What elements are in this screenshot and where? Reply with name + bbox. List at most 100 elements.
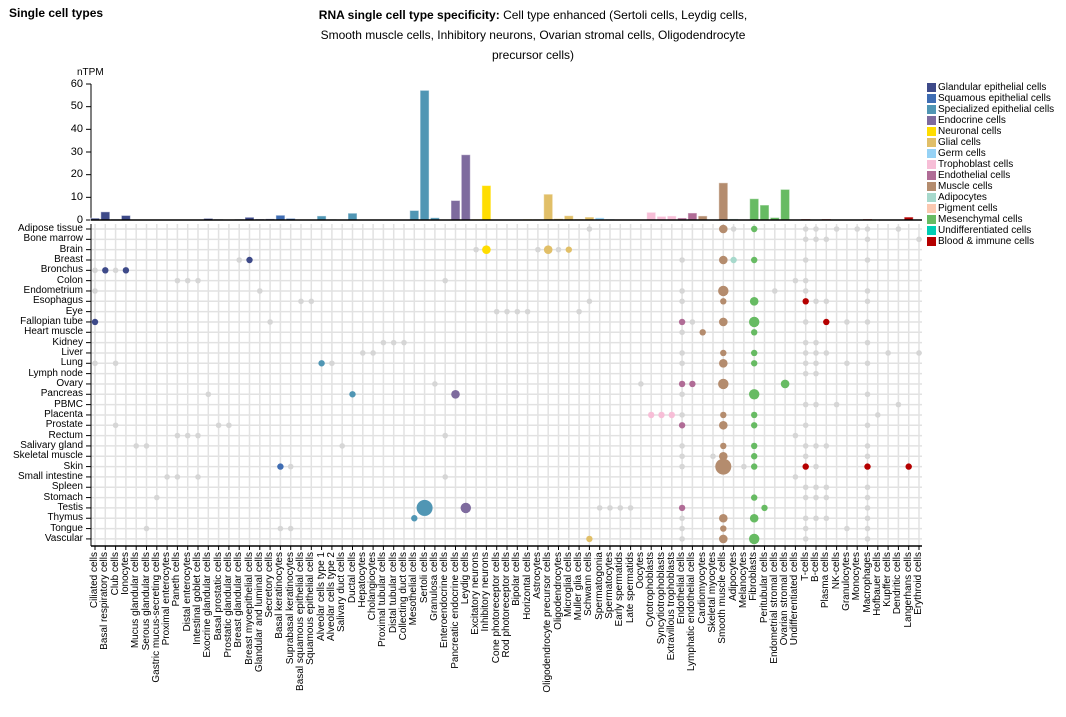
- detected-dot[interactable]: [627, 505, 634, 511]
- enhanced-dot[interactable]: [318, 360, 325, 367]
- detected-dot[interactable]: [730, 226, 737, 232]
- enhanced-dot[interactable]: [751, 463, 758, 470]
- detected-dot[interactable]: [802, 257, 809, 263]
- detected-dot[interactable]: [864, 257, 871, 263]
- detected-dot[interactable]: [813, 350, 819, 356]
- detected-dot[interactable]: [802, 494, 809, 501]
- detected-dot[interactable]: [535, 246, 541, 253]
- detected-dot[interactable]: [679, 453, 685, 460]
- detected-dot[interactable]: [772, 288, 778, 294]
- detected-dot[interactable]: [813, 494, 819, 501]
- detected-dot[interactable]: [875, 412, 881, 418]
- enhanced-dot[interactable]: [460, 502, 471, 514]
- legend-label[interactable]: Pigment cells: [938, 203, 998, 214]
- bar-leydig-cells[interactable]: [460, 154, 471, 221]
- legend-label[interactable]: Endocrine cells: [938, 115, 1006, 126]
- enhanced-dot[interactable]: [718, 285, 729, 297]
- detected-dot[interactable]: [679, 288, 685, 294]
- detected-dot[interactable]: [833, 401, 840, 408]
- detected-dot[interactable]: [133, 443, 139, 449]
- detected-dot[interactable]: [844, 525, 850, 532]
- enhanced-dot[interactable]: [91, 318, 99, 326]
- bar-ductal-cells[interactable]: [347, 212, 358, 221]
- enhanced-dot[interactable]: [730, 256, 737, 264]
- detected-dot[interactable]: [607, 505, 613, 511]
- detected-dot[interactable]: [802, 360, 809, 367]
- bar-oligodendrocyte-precursor-cells[interactable]: [543, 193, 554, 221]
- detected-dot[interactable]: [864, 288, 871, 294]
- detected-dot[interactable]: [864, 236, 871, 243]
- detected-dot[interactable]: [802, 443, 809, 449]
- detected-dot[interactable]: [844, 319, 850, 325]
- legend-label[interactable]: Squamous epithelial cells: [938, 93, 1051, 104]
- enhanced-dot[interactable]: [864, 463, 871, 470]
- detected-dot[interactable]: [802, 277, 809, 284]
- detected-dot[interactable]: [679, 298, 685, 305]
- enhanced-dot[interactable]: [751, 225, 758, 233]
- enhanced-dot[interactable]: [122, 267, 130, 274]
- detected-dot[interactable]: [236, 257, 242, 263]
- detected-dot[interactable]: [112, 422, 119, 429]
- enhanced-dot[interactable]: [678, 380, 686, 388]
- enhanced-dot[interactable]: [751, 360, 758, 367]
- detected-dot[interactable]: [864, 443, 871, 449]
- enhanced-dot[interactable]: [749, 513, 759, 523]
- enhanced-dot[interactable]: [751, 494, 758, 501]
- bar-peritubular-cells[interactable]: [759, 204, 770, 221]
- detected-dot[interactable]: [586, 298, 593, 305]
- enhanced-dot[interactable]: [751, 329, 758, 336]
- detected-dot[interactable]: [710, 453, 716, 460]
- enhanced-dot[interactable]: [699, 329, 706, 336]
- detected-dot[interactable]: [92, 288, 98, 294]
- detected-dot[interactable]: [844, 360, 850, 367]
- detected-dot[interactable]: [390, 339, 397, 346]
- detected-dot[interactable]: [442, 432, 449, 439]
- enhanced-dot[interactable]: [749, 389, 760, 400]
- detected-dot[interactable]: [802, 515, 809, 522]
- detected-dot[interactable]: [442, 474, 449, 480]
- enhanced-dot[interactable]: [718, 378, 729, 390]
- detected-dot[interactable]: [617, 505, 624, 511]
- enhanced-dot[interactable]: [719, 534, 728, 544]
- detected-dot[interactable]: [792, 432, 799, 439]
- detected-dot[interactable]: [802, 484, 809, 491]
- detected-dot[interactable]: [679, 360, 685, 367]
- enhanced-dot[interactable]: [678, 422, 686, 429]
- enhanced-dot[interactable]: [416, 499, 433, 516]
- legend-label[interactable]: Mesenchymal cells: [938, 214, 1023, 225]
- detected-dot[interactable]: [329, 360, 335, 367]
- detected-dot[interactable]: [823, 515, 830, 522]
- enhanced-dot[interactable]: [751, 422, 758, 429]
- detected-dot[interactable]: [679, 329, 685, 336]
- enhanced-dot[interactable]: [751, 349, 758, 357]
- enhanced-dot[interactable]: [565, 246, 572, 253]
- bar-cytotrophoblasts[interactable]: [646, 211, 657, 221]
- legend-label[interactable]: Neuronal cells: [938, 126, 1002, 137]
- detected-dot[interactable]: [864, 494, 871, 501]
- enhanced-dot[interactable]: [689, 380, 696, 388]
- enhanced-dot[interactable]: [102, 267, 109, 274]
- detected-dot[interactable]: [679, 391, 685, 398]
- detected-dot[interactable]: [442, 277, 449, 284]
- detected-dot[interactable]: [741, 463, 747, 470]
- detected-dot[interactable]: [112, 267, 119, 274]
- detected-dot[interactable]: [802, 236, 809, 243]
- detected-dot[interactable]: [802, 525, 809, 532]
- detected-dot[interactable]: [895, 401, 902, 408]
- detected-dot[interactable]: [205, 391, 212, 398]
- detected-dot[interactable]: [184, 277, 191, 284]
- detected-dot[interactable]: [514, 308, 521, 315]
- enhanced-dot[interactable]: [668, 411, 675, 419]
- bar-pancreatic-endocrine-cells[interactable]: [450, 200, 461, 221]
- detected-dot[interactable]: [555, 246, 562, 253]
- enhanced-dot[interactable]: [719, 224, 728, 234]
- detected-dot[interactable]: [833, 226, 840, 232]
- detected-dot[interactable]: [174, 474, 181, 480]
- detected-dot[interactable]: [174, 277, 181, 284]
- detected-dot[interactable]: [679, 525, 685, 532]
- detected-dot[interactable]: [864, 339, 871, 346]
- bar-basal-respiratory-cells[interactable]: [100, 211, 111, 221]
- enhanced-dot[interactable]: [749, 297, 759, 306]
- detected-dot[interactable]: [370, 350, 376, 356]
- detected-dot[interactable]: [813, 443, 819, 449]
